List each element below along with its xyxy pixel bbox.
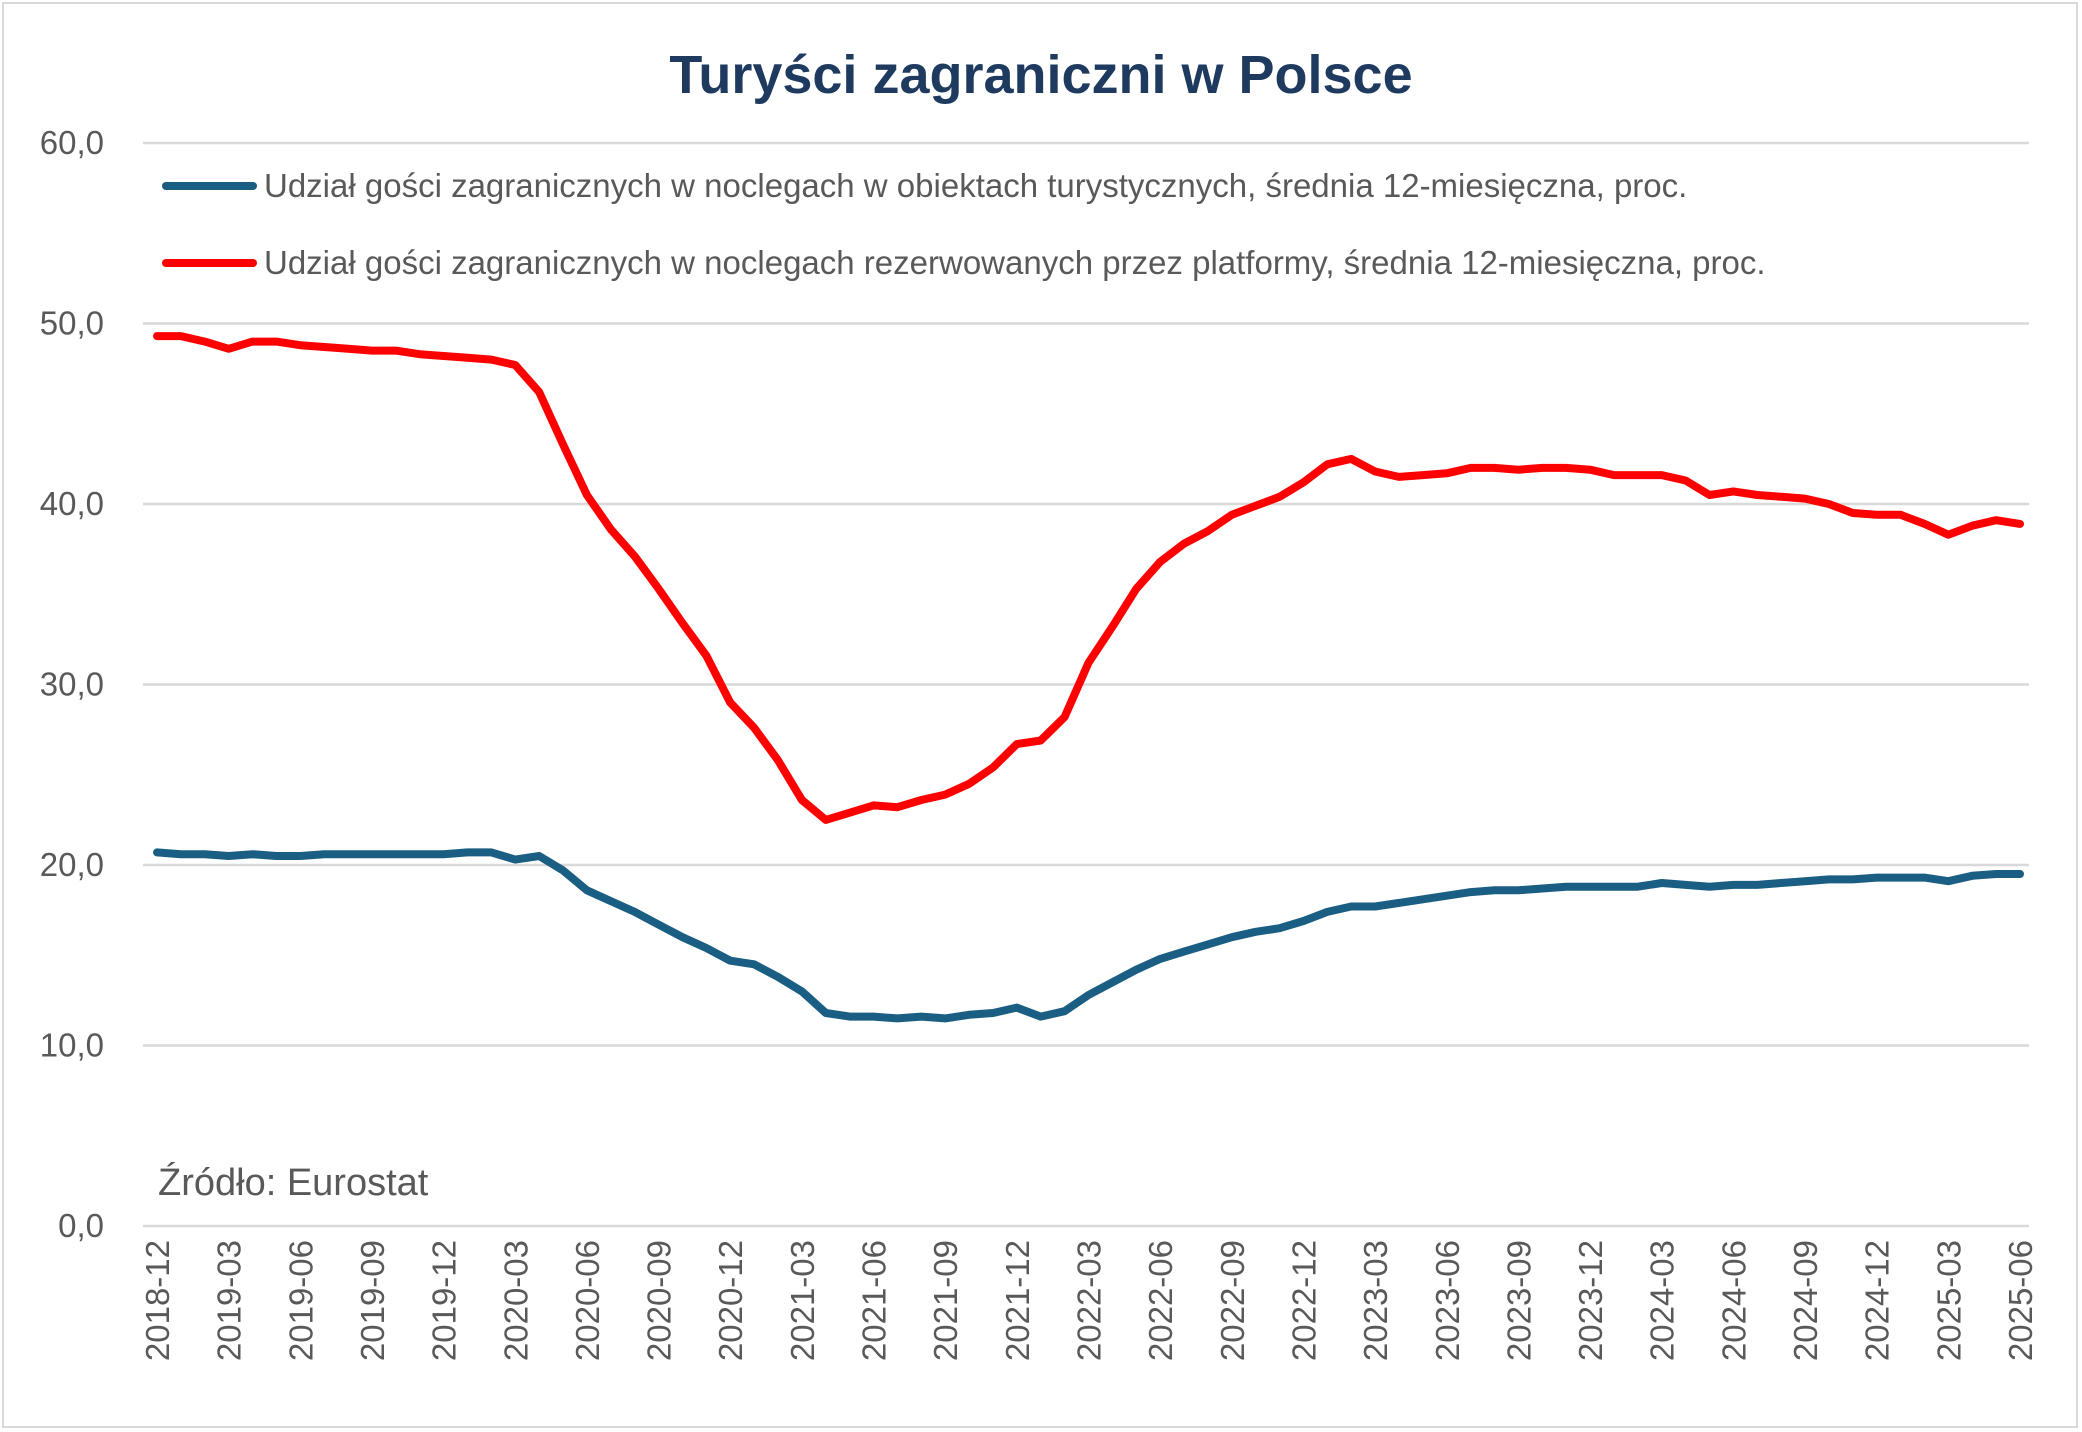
x-tick-label: 2021-03 <box>784 1240 821 1361</box>
x-tick-label: 2024-09 <box>1787 1240 1824 1361</box>
x-tick-label: 2025-03 <box>1930 1240 1967 1361</box>
y-tick-label: 0,0 <box>58 1207 104 1244</box>
x-tick-label: 2023-12 <box>1572 1240 1609 1361</box>
x-tick-label: 2024-06 <box>1715 1240 1752 1361</box>
y-tick-label: 10,0 <box>40 1027 104 1064</box>
x-tick-label: 2023-06 <box>1429 1240 1466 1361</box>
x-tick-label: 2018-12 <box>139 1240 176 1361</box>
x-tick-label: 2023-03 <box>1357 1240 1394 1361</box>
y-tick-label: 20,0 <box>40 846 104 883</box>
x-tick-label: 2019-03 <box>211 1240 248 1361</box>
x-tick-label: 2021-06 <box>856 1240 893 1361</box>
legend-label-2: Udział gości zagranicznych w noclegach r… <box>264 244 1766 281</box>
x-tick-label: 2019-06 <box>282 1240 319 1361</box>
x-tick-label: 2019-09 <box>354 1240 391 1361</box>
x-tick-label: 2020-09 <box>641 1240 678 1361</box>
x-tick-label: 2022-09 <box>1214 1240 1251 1361</box>
x-tick-label: 2023-09 <box>1500 1240 1537 1361</box>
series-line-1 <box>153 848 2024 1023</box>
y-tick-label: 50,0 <box>40 305 104 342</box>
x-tick-label: 2022-03 <box>1071 1240 1108 1361</box>
legend-label-1: Udział gości zagranicznych w noclegach w… <box>264 167 1687 204</box>
x-tick-label: 2021-09 <box>927 1240 964 1361</box>
x-tick-label: 2022-12 <box>1285 1240 1322 1361</box>
source-annotation: Źródło: Eurostat <box>158 1161 429 1204</box>
y-tick-label: 30,0 <box>40 666 104 703</box>
x-tick-label: 2020-06 <box>569 1240 606 1361</box>
x-tick-label: 2025-06 <box>2002 1240 2039 1361</box>
x-tick-label: 2021-12 <box>999 1240 1036 1361</box>
series-line-2 <box>153 332 2024 824</box>
chart-title: Turyści zagraniczni w Polsce <box>669 45 1412 105</box>
y-tick-label: 60,0 <box>40 124 104 161</box>
y-tick-label: 40,0 <box>40 485 104 522</box>
x-tick-label: 2020-12 <box>712 1240 749 1361</box>
x-tick-label: 2020-03 <box>497 1240 534 1361</box>
x-tick-label: 2024-12 <box>1859 1240 1896 1361</box>
x-tick-label: 2022-06 <box>1142 1240 1179 1361</box>
x-tick-label: 2019-12 <box>426 1240 463 1361</box>
x-tick-label: 2024-03 <box>1644 1240 1681 1361</box>
